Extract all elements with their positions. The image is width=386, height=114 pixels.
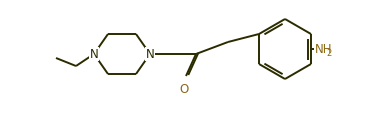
Text: N: N — [146, 48, 154, 61]
Text: NH: NH — [315, 43, 332, 56]
Text: O: O — [179, 82, 189, 95]
Text: N: N — [90, 48, 98, 61]
Text: 2: 2 — [326, 49, 331, 57]
